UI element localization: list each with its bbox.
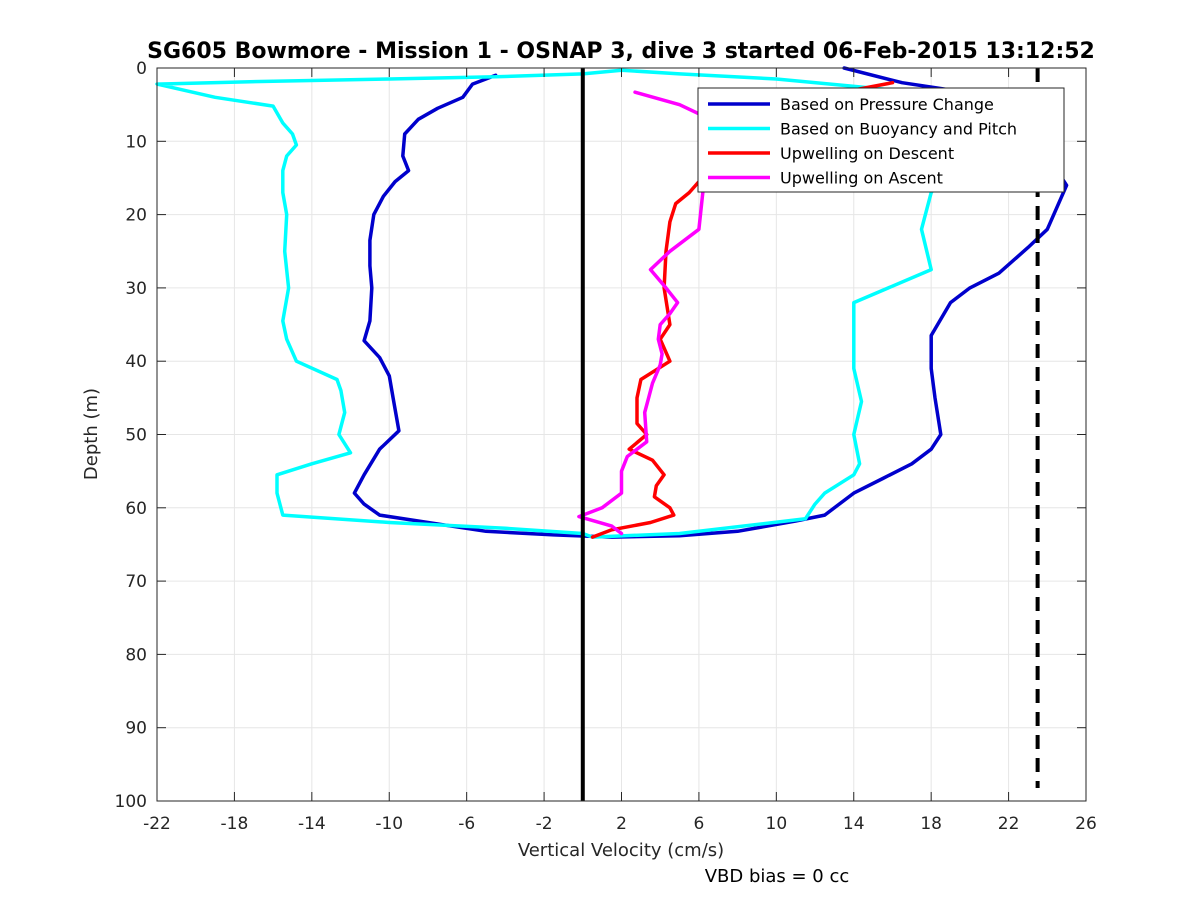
x-tick-label: -10: [375, 814, 403, 834]
y-tick-label: 80: [125, 645, 147, 665]
x-tick-label: 2: [616, 814, 627, 834]
y-tick-label: 50: [125, 426, 147, 446]
x-tick-label: -6: [458, 814, 475, 834]
legend-entry-label: Upwelling on Descent: [780, 144, 954, 163]
x-tick-label: -2: [536, 814, 553, 834]
x-tick-label: 10: [766, 814, 788, 834]
y-tick-label: 20: [125, 206, 147, 226]
x-tick-label: 18: [920, 814, 942, 834]
y-tick-label: 10: [125, 132, 147, 152]
x-tick-label: 6: [694, 814, 705, 834]
x-axis-label: Vertical Velocity (cm/s): [518, 840, 724, 861]
legend-entry-label: Upwelling on Ascent: [780, 169, 943, 188]
y-tick-label: 90: [125, 719, 147, 739]
x-tick-label: 22: [998, 814, 1020, 834]
legend: Based on Pressure Change Based on Buoyanc…: [697, 87, 1065, 193]
chart-title: SG605 Bowmore - Mission 1 - OSNAP 3, div…: [147, 39, 1095, 64]
x-tick-label: -18: [221, 814, 249, 834]
y-axis-label: Depth (m): [81, 388, 102, 480]
x-tick-label: 14: [843, 814, 865, 834]
x-tick-label: -14: [298, 814, 326, 834]
y-tick-label: 40: [125, 352, 147, 372]
x-tick-label: -22: [143, 814, 171, 834]
series-line-based-on-pressure-change: [352, 66, 1069, 539]
y-tick-label: 0: [136, 59, 147, 79]
y-axis-ticks: 0 10 20 30 40 50 60 70 80 90 100: [115, 59, 1086, 812]
series-line-based-on-buoyancy-and-pitch: [155, 68, 953, 539]
y-tick-label: 60: [125, 499, 147, 519]
x-axis-ticks: -22 -18 -14 -10 -6 -2 2 6 10 14 18 22 26: [143, 68, 1097, 834]
legend-entry-label: Based on Pressure Change: [780, 95, 994, 114]
y-tick-label: 100: [115, 792, 147, 812]
legend-entry-label: Based on Buoyancy and Pitch: [780, 120, 1017, 139]
x-tick-label: 26: [1075, 814, 1097, 834]
vbd-bias-annotation: VBD bias = 0 cc: [705, 866, 850, 887]
y-tick-label: 30: [125, 279, 147, 299]
y-tick-label: 70: [125, 572, 147, 592]
